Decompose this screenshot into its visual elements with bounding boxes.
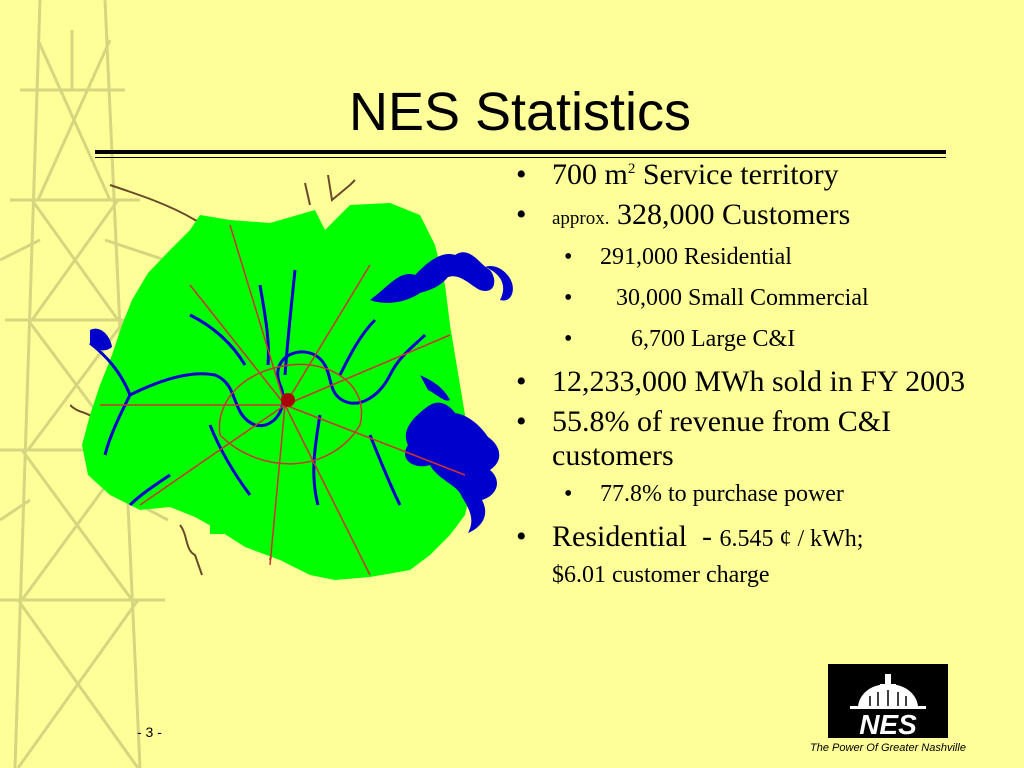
- bullet-dot: •: [564, 244, 573, 270]
- transmission-tower-watermark: [0, 0, 169, 768]
- service-territory-map: [70, 175, 513, 580]
- logo-wordmark: NES: [859, 709, 917, 738]
- northeast-lake: [370, 252, 495, 303]
- slide-title: NES Statistics: [348, 82, 692, 142]
- title-divider-thin: [95, 157, 946, 158]
- logo-tagline: The Power Of Greater Nashville: [810, 742, 966, 754]
- east-creek: [420, 375, 450, 401]
- bullet-revenue: • 55.8% of revenue from C&I customers: [516, 405, 892, 472]
- nes-logo: NES: [828, 664, 948, 738]
- east-lake: [405, 402, 500, 533]
- bullet-dot: •: [516, 198, 527, 231]
- bullet-mwh-sold: • 12,233,000 MWh sold in FY 2003: [516, 365, 966, 398]
- bullet-dot: •: [516, 405, 527, 438]
- page-number: - 3 -: [137, 724, 162, 740]
- statistics-list: • 700 m2 Service territory • approx. 328…: [516, 158, 1016, 598]
- west-lake: [90, 328, 112, 351]
- territory-shape: [82, 203, 475, 580]
- bullet-dot: •: [564, 326, 573, 352]
- south-parcel: [210, 520, 224, 534]
- bullet-dot: •: [564, 481, 573, 507]
- bullet-dot: •: [564, 285, 573, 311]
- bullet-residential: • 291,000 Residential: [564, 244, 792, 270]
- bullet-purchase-power: • 77.8% to purchase power: [564, 481, 844, 507]
- bullet-service-territory: • 700 m2 Service territory: [516, 158, 839, 191]
- northeast-inlet: [485, 265, 513, 301]
- bullet-residential-rate: • Residential - 6.545 ¢ / kWh; $6.01 cus…: [516, 520, 864, 588]
- bullet-dot: •: [516, 158, 527, 191]
- downtown-marker: [281, 393, 295, 407]
- bullet-customers: • approx. 328,000 Customers: [516, 198, 851, 231]
- bullet-large-ci: • 6,700 Large C&I: [564, 326, 796, 352]
- bullet-small-commercial: • 30,000 Small Commercial: [564, 285, 869, 311]
- title-divider: [95, 150, 946, 154]
- bullet-dot: •: [516, 365, 527, 398]
- bullet-dot: •: [516, 520, 527, 553]
